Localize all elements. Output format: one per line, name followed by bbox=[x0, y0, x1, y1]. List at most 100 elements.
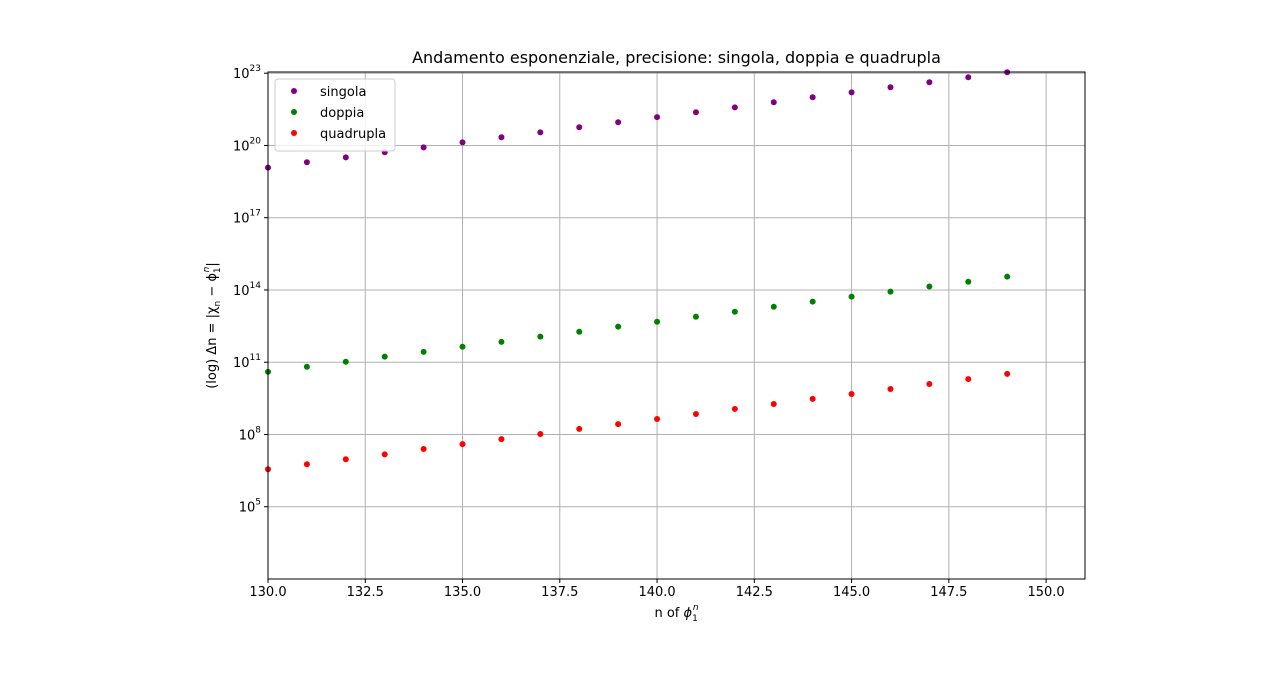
data-point bbox=[420, 445, 427, 452]
data-point bbox=[965, 376, 972, 383]
data-point bbox=[654, 415, 661, 422]
data-points bbox=[265, 69, 1011, 473]
y-tick-label: 1014 bbox=[233, 281, 261, 299]
y-tick-exponent: 23 bbox=[250, 64, 261, 74]
data-point bbox=[381, 451, 388, 458]
data-point bbox=[498, 134, 505, 141]
data-point bbox=[420, 144, 427, 151]
data-point bbox=[692, 313, 699, 320]
data-point bbox=[342, 358, 349, 365]
data-point bbox=[498, 436, 505, 443]
data-point bbox=[537, 430, 544, 437]
legend-label: singola bbox=[320, 85, 366, 100]
x-axis-label-symbol: ϕ bbox=[684, 606, 693, 621]
y-axis-label-mid: − ϕ bbox=[205, 273, 220, 301]
y-axis-label-sub2: 1 bbox=[213, 267, 223, 273]
legend-marker bbox=[291, 130, 297, 136]
grid bbox=[267, 72, 1085, 579]
y-tick-label: 1011 bbox=[233, 353, 261, 371]
data-point bbox=[887, 386, 894, 393]
data-point bbox=[459, 441, 466, 448]
x-axis-label: n of ϕ1n bbox=[654, 603, 698, 624]
x-tick-label: 145.0 bbox=[833, 585, 870, 600]
data-point bbox=[1004, 370, 1011, 377]
data-point bbox=[809, 94, 816, 101]
x-axis-ticks: 130.0 132.5 135.0 137.5 140.0 142.5 145.0 147.5… bbox=[249, 579, 1065, 600]
x-tick-label: 132.5 bbox=[347, 585, 384, 600]
data-point bbox=[303, 461, 310, 468]
data-point bbox=[731, 405, 738, 412]
y-tick-base: 10 bbox=[233, 67, 250, 82]
data-point bbox=[576, 124, 583, 131]
x-axis-label-superscript: n bbox=[693, 603, 699, 613]
data-point bbox=[770, 99, 777, 106]
y-tick-exponent: 20 bbox=[250, 136, 262, 146]
data-point bbox=[537, 333, 544, 340]
y-tick-label: 105 bbox=[239, 498, 261, 516]
plot-frame bbox=[267, 71, 1086, 580]
data-point bbox=[848, 89, 855, 96]
data-point bbox=[342, 154, 349, 161]
data-point bbox=[537, 129, 544, 136]
y-axis-label: (log) Δn = |χn − ϕ1n| bbox=[202, 262, 223, 389]
x-axis-label-subscript: 1 bbox=[692, 614, 698, 624]
data-point bbox=[615, 421, 622, 428]
y-tick-exponent: 14 bbox=[250, 281, 262, 291]
data-point bbox=[303, 363, 310, 370]
y-axis-label-suffix: | bbox=[205, 262, 220, 266]
data-point bbox=[459, 139, 466, 146]
series-doppia bbox=[265, 273, 1011, 375]
y-axis-label-sup2: n bbox=[202, 266, 212, 272]
chart-title: Andamento esponenziale, precisione: sing… bbox=[412, 48, 941, 67]
y-tick-exponent: 5 bbox=[255, 498, 261, 508]
x-tick-label: 142.5 bbox=[736, 585, 773, 600]
data-point bbox=[926, 380, 933, 387]
y-tick-base: 10 bbox=[233, 356, 250, 371]
data-point bbox=[303, 159, 310, 166]
data-point bbox=[459, 343, 466, 350]
data-point bbox=[654, 318, 661, 325]
legend-marker bbox=[291, 109, 297, 115]
data-point bbox=[576, 328, 583, 335]
data-point bbox=[498, 338, 505, 345]
y-tick-base: 10 bbox=[239, 428, 256, 443]
y-tick-exponent: 8 bbox=[255, 425, 261, 435]
data-point bbox=[848, 390, 855, 397]
data-point bbox=[615, 323, 622, 330]
data-point bbox=[692, 109, 699, 116]
y-tick-label: 108 bbox=[239, 425, 262, 443]
data-point bbox=[576, 425, 583, 432]
y-tick-label: 1020 bbox=[233, 136, 261, 154]
x-tick-label: 140.0 bbox=[638, 585, 675, 600]
x-tick-label: 130.0 bbox=[249, 585, 286, 600]
legend-box bbox=[274, 78, 396, 152]
data-point bbox=[1004, 273, 1011, 280]
data-point bbox=[887, 288, 894, 295]
series-quadrupla bbox=[265, 370, 1011, 473]
y-tick-base: 10 bbox=[233, 212, 250, 227]
x-tick-label: 137.5 bbox=[541, 585, 578, 600]
y-axis-label-prefix: (log) Δn = |χ bbox=[205, 306, 220, 389]
data-point bbox=[615, 119, 622, 126]
y-tick-exponent: 11 bbox=[250, 353, 261, 363]
data-point bbox=[420, 348, 427, 355]
data-point bbox=[809, 395, 816, 402]
legend-marker bbox=[291, 88, 297, 94]
data-point bbox=[965, 74, 972, 81]
data-point bbox=[731, 308, 738, 315]
data-point bbox=[381, 353, 388, 360]
legend-label: doppia bbox=[320, 106, 364, 121]
y-tick-label: 1023 bbox=[233, 64, 261, 82]
x-tick-label: 135.0 bbox=[444, 585, 481, 600]
y-tick-exponent: 17 bbox=[250, 209, 261, 219]
data-point bbox=[809, 298, 816, 305]
x-tick-label: 147.5 bbox=[930, 585, 967, 600]
legend-label: quadrupla bbox=[320, 127, 386, 142]
data-point bbox=[848, 293, 855, 300]
x-axis-label-prefix: n of bbox=[654, 606, 683, 621]
data-point bbox=[770, 303, 777, 310]
data-point bbox=[654, 114, 661, 121]
